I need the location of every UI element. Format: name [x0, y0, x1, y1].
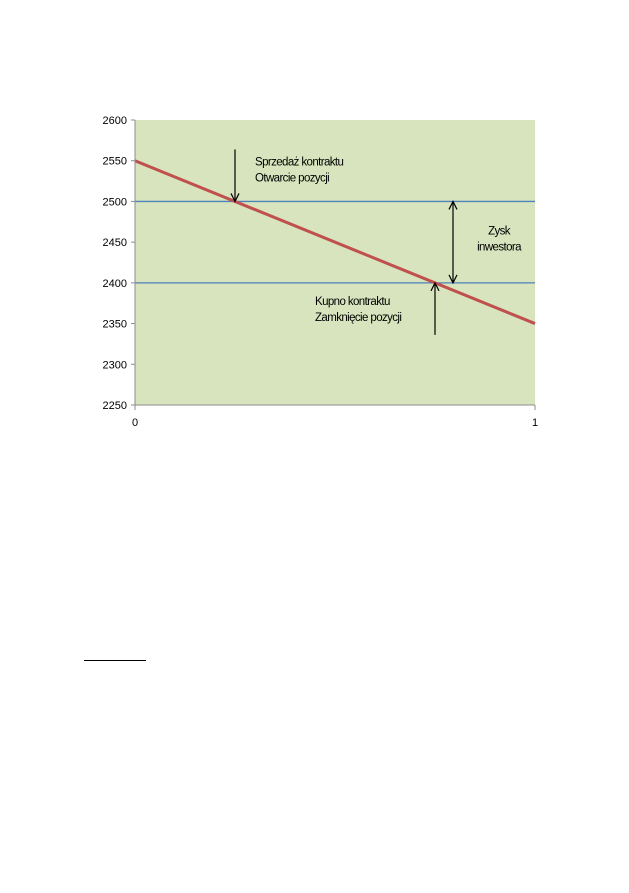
series-line-0 [134, 159, 536, 325]
plot-area [135, 120, 535, 405]
x-tick-label: 1 [532, 417, 538, 429]
annotation-investor-profit-line: Zysk [488, 225, 511, 237]
annotation-open-position-line: Sprzedaż kontraktu [255, 156, 343, 168]
reference-lines [135, 200, 535, 284]
y-tick-label: 2600 [103, 115, 127, 127]
annotation-open-position: Sprzedaż kontraktu Otwarcie pozycji [255, 156, 343, 184]
annotation-open-position-line: Otwarcie pozycji [255, 172, 329, 184]
y-tick-label: 2250 [103, 400, 127, 412]
y-tick-label: 2350 [103, 319, 127, 331]
y-tick-label: 2450 [103, 237, 127, 249]
y-tick-label: 2400 [103, 278, 127, 290]
annotation-close-position-line: Kupno kontraktu [315, 296, 390, 308]
x-tick-label: 0 [132, 417, 138, 429]
footnote-separator [84, 660, 146, 661]
annotation-arrowhead-close [430, 281, 440, 292]
series-layer [134, 159, 536, 325]
annotation-investor-profit-line: inwestora [477, 241, 522, 253]
y-tick-label: 2300 [103, 359, 127, 371]
y-tick-label: 2550 [103, 156, 127, 168]
annotation-arrowhead-top [448, 200, 458, 210]
y-tick-label: 2500 [103, 196, 127, 208]
annotation-investor-profit: Zysk inwestora [477, 225, 522, 253]
annotation-arrowhead-bottom [448, 274, 458, 285]
tick-labels: 2250 2300 2350 2400 2450 2500 2550 2600 0 1 [103, 115, 539, 429]
annotation-close-position: Kupno kontraktu Zamknięcie pozycji [315, 296, 401, 324]
annotation-arrowhead-open [230, 193, 240, 203]
axes [131, 119, 536, 410]
annotations: Sprzedaż kontraktu Otwarcie pozycji Kupno … [230, 149, 523, 335]
annotation-close-position-line: Zamknięcie pozycji [315, 312, 401, 324]
